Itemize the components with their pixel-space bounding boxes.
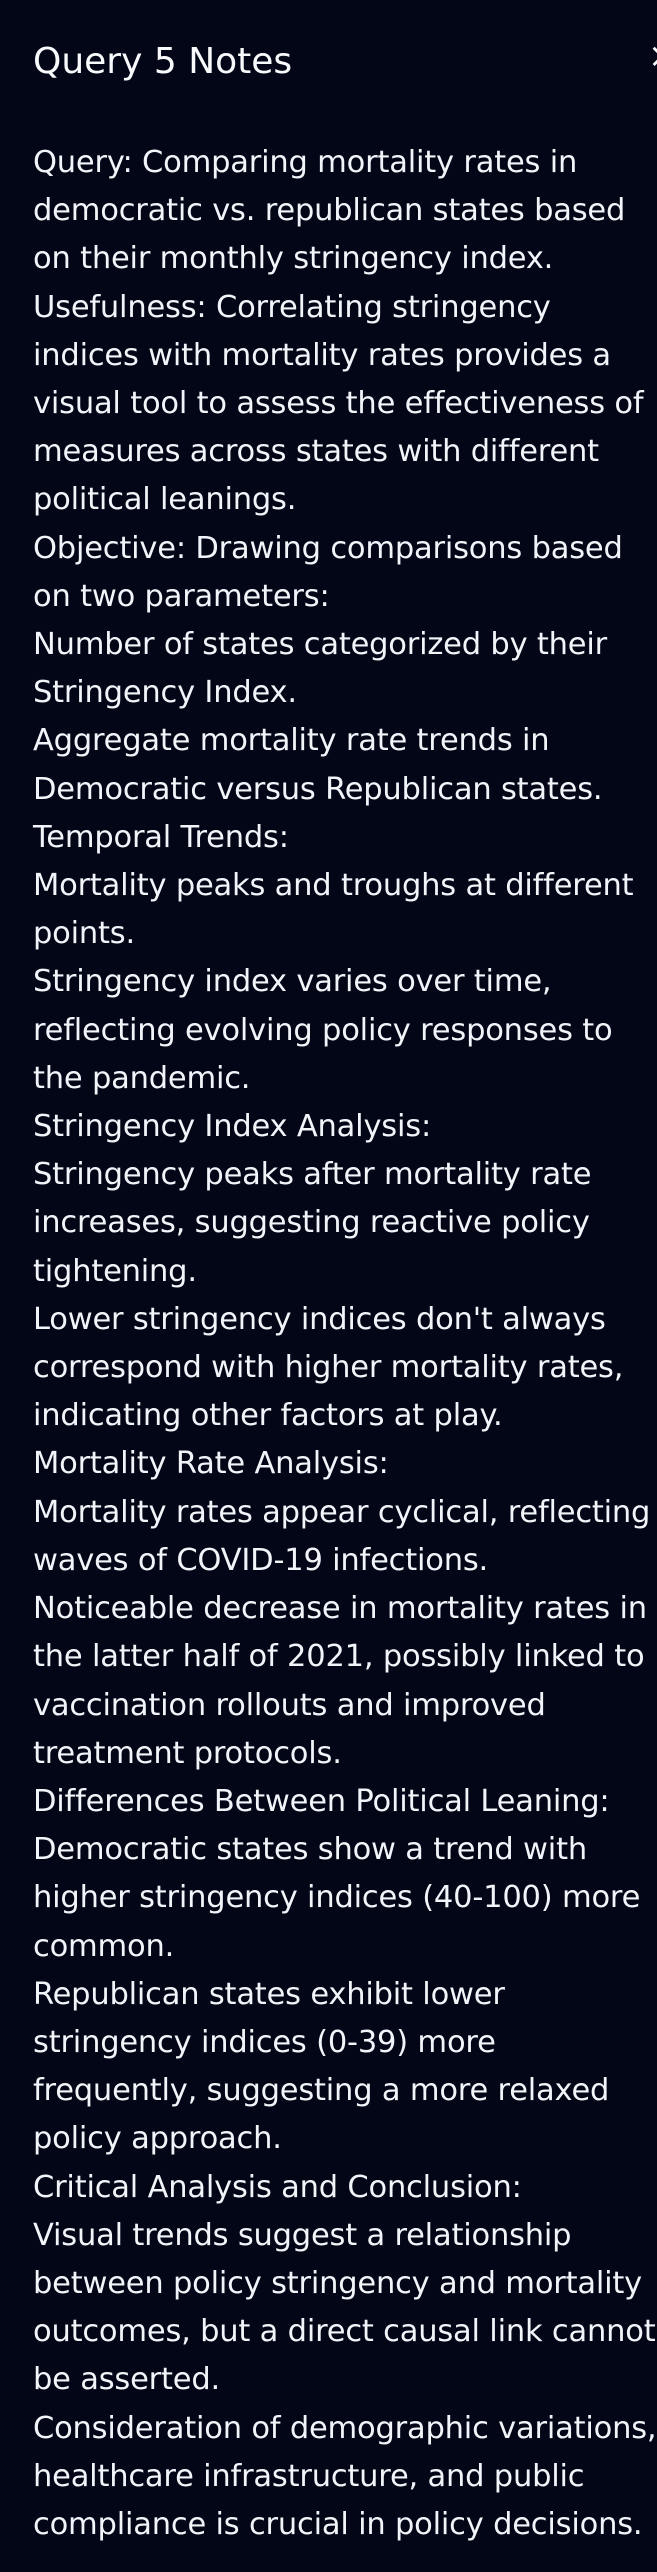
- note-item: Usefulness: Correlating stringency indic…: [33, 289, 644, 518]
- note-item: Stringency peaks after mortality rate in…: [33, 1157, 592, 1289]
- note-item: Mortality rates appear cyclical, reflect…: [33, 1494, 651, 1578]
- note-item: Noticeable decrease in mortality rates i…: [33, 1591, 647, 1771]
- note-item: Stringency Index Analysis:: [33, 1109, 432, 1145]
- note-item: Stringency index varies over time, refle…: [33, 964, 613, 1096]
- note-item: Democratic states show a trend with high…: [33, 1832, 641, 1964]
- note-item: Temporal Trends:: [33, 819, 289, 855]
- close-icon[interactable]: ×: [648, 36, 657, 76]
- note-item: Mortality peaks and troughs at different…: [33, 868, 634, 952]
- panel-title: Query 5 Notes: [33, 41, 293, 82]
- note-item: Republican states exhibit lower stringen…: [33, 1976, 610, 2157]
- note-item: Differences Between Political Leaning:: [33, 1783, 610, 1819]
- note-item: Lower stringency indices don't always co…: [33, 1301, 624, 1434]
- note-item: Objective: Drawing comparisons based on …: [33, 530, 623, 614]
- note-item: Number of states categorized by their St…: [33, 627, 607, 711]
- note-item: Visual trends suggest a relationship bet…: [33, 2217, 656, 2398]
- notes-list: Query: Comparing mortality rates in demo…: [33, 139, 657, 2549]
- note-item: Critical Analysis and Conclusion:: [33, 2169, 522, 2205]
- note-item: Query: Comparing mortality rates in demo…: [33, 145, 626, 277]
- note-item: Mortality Rate Analysis:: [33, 1446, 389, 1482]
- note-item: Aggregate mortality rate trends in Democ…: [33, 723, 603, 807]
- note-item: Consideration of demographic variations,…: [33, 2410, 657, 2542]
